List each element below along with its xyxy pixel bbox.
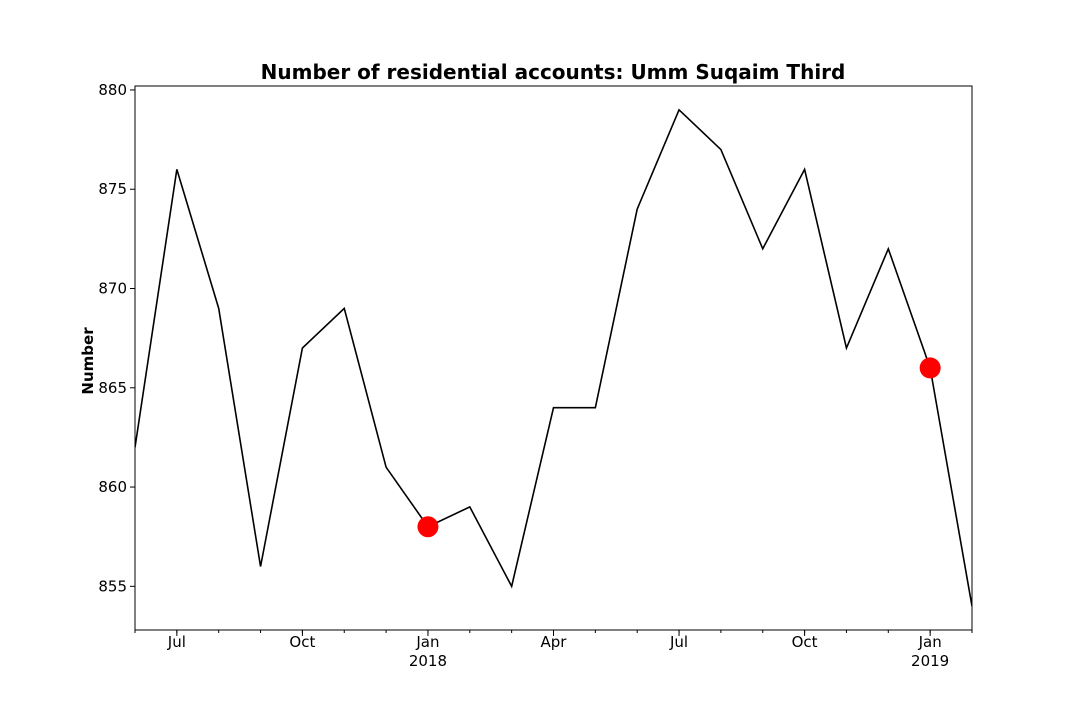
x-tick-label: Apr <box>541 633 568 651</box>
y-tick-label: 865 <box>98 379 127 397</box>
x-tick-label: Jul <box>669 633 688 651</box>
x-tick-label: Jul <box>167 633 186 651</box>
x-tick-label: Jan <box>918 633 942 651</box>
y-axis-label: Number <box>79 327 97 395</box>
plot-area <box>135 108 972 607</box>
chart-title: Number of residential accounts: Umm Suqa… <box>261 60 846 84</box>
x-tick-label: Oct <box>289 633 315 651</box>
x-tick-year-label: 2018 <box>409 652 447 670</box>
y-axis: 855 860 865 870 875 880 <box>98 81 135 595</box>
y-tick-label: 880 <box>98 81 127 99</box>
highlight-marker <box>417 516 439 538</box>
y-tick-label: 870 <box>98 280 127 298</box>
y-tick-label: 860 <box>98 478 127 496</box>
y-tick-label: 875 <box>98 180 127 198</box>
series-line <box>135 108 972 607</box>
plot-frame <box>134 85 973 631</box>
x-tick-year-label: 2019 <box>911 652 949 670</box>
x-tick-label: Jan <box>415 633 439 651</box>
y-tick-label: 855 <box>98 577 127 595</box>
highlight-marker <box>919 357 941 379</box>
x-tick-label: Oct <box>792 633 818 651</box>
